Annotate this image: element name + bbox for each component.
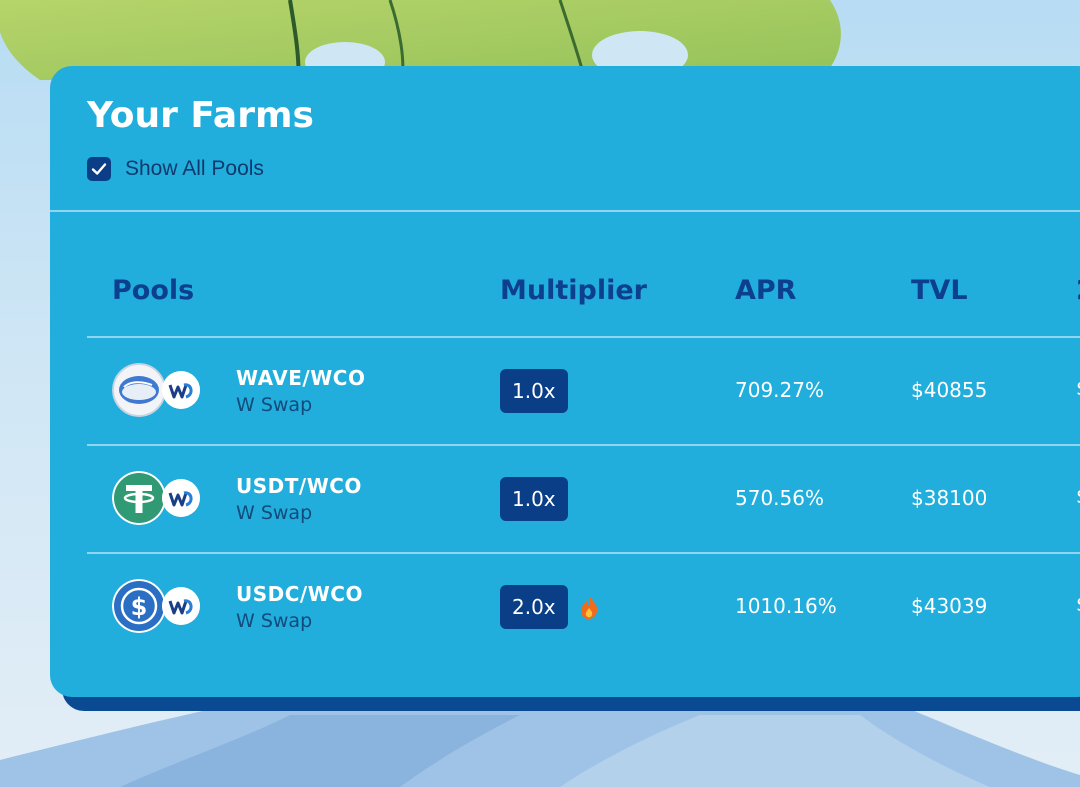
table-divider bbox=[87, 552, 1080, 554]
header-divider bbox=[50, 210, 1080, 212]
table-row[interactable]: $ USDC/WCO W Swap 2.0x 1010.16% $43039 $ bbox=[50, 554, 1080, 660]
usdc-token-icon: $ bbox=[112, 579, 166, 633]
column-header-apr: APR bbox=[735, 275, 797, 306]
apr-value: 709.27% bbox=[735, 378, 824, 402]
column-header-pools: Pools bbox=[112, 275, 195, 306]
earned-value-cut: $ bbox=[1076, 592, 1080, 616]
wco-token-icon bbox=[162, 587, 200, 625]
show-all-pools-checkbox[interactable] bbox=[87, 157, 111, 181]
column-header-multiplier: Multiplier bbox=[500, 275, 647, 306]
tvl-value: $40855 bbox=[911, 378, 988, 402]
wco-token-icon bbox=[162, 479, 200, 517]
wave-token-icon bbox=[112, 363, 166, 417]
pool-pair-name: USDC/WCO bbox=[236, 582, 363, 606]
show-all-pools-toggle[interactable]: Show All Pools bbox=[87, 157, 264, 181]
page-title: Your Farms bbox=[87, 95, 314, 136]
tvl-value: $38100 bbox=[911, 486, 988, 510]
pool-dex-name: W Swap bbox=[236, 394, 313, 416]
multiplier-badge: 1.0x bbox=[500, 369, 568, 413]
pool-pair-name: USDT/WCO bbox=[236, 474, 362, 498]
tvl-value: $43039 bbox=[911, 594, 988, 618]
usdt-token-icon bbox=[112, 471, 166, 525]
column-header-tvl: TVL bbox=[911, 275, 968, 306]
farms-card: Your Farms Show All Pools Pools Multipli… bbox=[50, 66, 1080, 697]
earned-value-cut: $ bbox=[1076, 484, 1080, 508]
table-divider bbox=[87, 444, 1080, 446]
apr-value: 1010.16% bbox=[735, 594, 837, 618]
table-divider bbox=[87, 336, 1080, 338]
apr-value: 570.56% bbox=[735, 486, 824, 510]
fire-icon bbox=[581, 595, 598, 619]
column-header-cut: 2 bbox=[1076, 274, 1080, 308]
pool-pair-name: WAVE/WCO bbox=[236, 366, 366, 390]
show-all-pools-label: Show All Pools bbox=[125, 157, 264, 180]
table-row[interactable]: USDT/WCO W Swap 1.0x 570.56% $38100 $ bbox=[50, 446, 1080, 552]
multiplier-badge: 1.0x bbox=[500, 477, 568, 521]
pool-dex-name: W Swap bbox=[236, 502, 313, 524]
wco-token-icon bbox=[162, 371, 200, 409]
earned-value-cut: $ bbox=[1076, 376, 1080, 400]
table-row[interactable]: WAVE/WCO W Swap 1.0x 709.27% $40855 $ bbox=[50, 338, 1080, 444]
svg-text:$: $ bbox=[131, 593, 148, 621]
pool-dex-name: W Swap bbox=[236, 610, 313, 632]
multiplier-badge: 2.0x bbox=[500, 585, 568, 629]
check-icon bbox=[91, 163, 107, 175]
